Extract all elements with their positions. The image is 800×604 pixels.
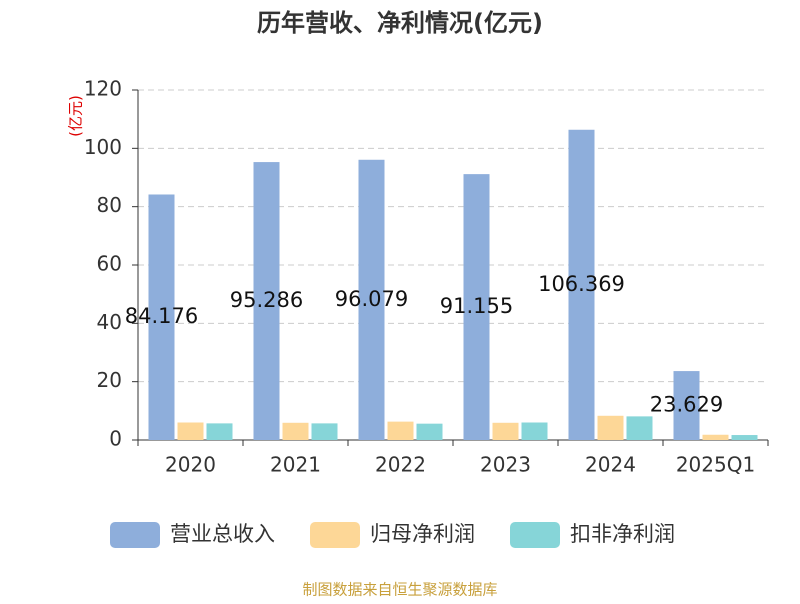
bar — [731, 435, 758, 440]
source-note: 制图数据来自恒生聚源数据库 — [302, 581, 497, 599]
legend-label: 扣非净利润 — [570, 522, 675, 546]
y-tick-label: 100 — [84, 135, 122, 159]
bar — [148, 194, 175, 440]
legend-swatch — [310, 522, 360, 548]
y-tick-label: 80 — [97, 193, 122, 217]
value-label: 106.369 — [538, 272, 625, 296]
value-label: 23.629 — [650, 393, 723, 417]
legend-label: 归母净利润 — [370, 522, 475, 546]
bar — [282, 422, 309, 440]
legend-swatch — [510, 522, 560, 548]
bar — [416, 423, 443, 440]
bar — [702, 434, 729, 440]
legend-label: 营业总收入 — [170, 522, 275, 546]
chart-title: 历年营收、净利情况(亿元) — [257, 9, 543, 37]
bar — [463, 174, 490, 440]
value-label: 95.286 — [230, 288, 303, 312]
bar — [521, 422, 548, 440]
legend-swatch — [110, 522, 160, 548]
y-tick-label: 0 — [109, 427, 122, 451]
bar — [626, 416, 653, 440]
x-tick-label: 2024 — [585, 453, 636, 477]
bar — [492, 422, 519, 440]
x-tick-label: 2021 — [270, 453, 321, 477]
value-label: 91.155 — [440, 294, 513, 318]
bar — [358, 159, 385, 440]
value-label: 96.079 — [335, 287, 408, 311]
x-tick-label: 2025Q1 — [676, 453, 755, 477]
x-tick-label: 2022 — [375, 453, 426, 477]
y-tick-label: 40 — [97, 310, 122, 334]
y-tick-label: 120 — [84, 77, 122, 101]
bar — [311, 423, 338, 440]
bar — [387, 421, 414, 440]
bar — [673, 371, 700, 440]
bar — [597, 415, 624, 440]
x-tick-label: 2020 — [165, 453, 216, 477]
bar — [253, 162, 280, 440]
value-label: 84.176 — [125, 304, 198, 328]
x-tick-label: 2023 — [480, 453, 531, 477]
bar — [206, 423, 233, 440]
bar — [568, 129, 595, 440]
y-tick-label: 60 — [97, 252, 122, 276]
y-axis-label: (亿元) — [67, 95, 85, 137]
bar — [177, 422, 204, 440]
y-tick-label: 20 — [97, 368, 122, 392]
